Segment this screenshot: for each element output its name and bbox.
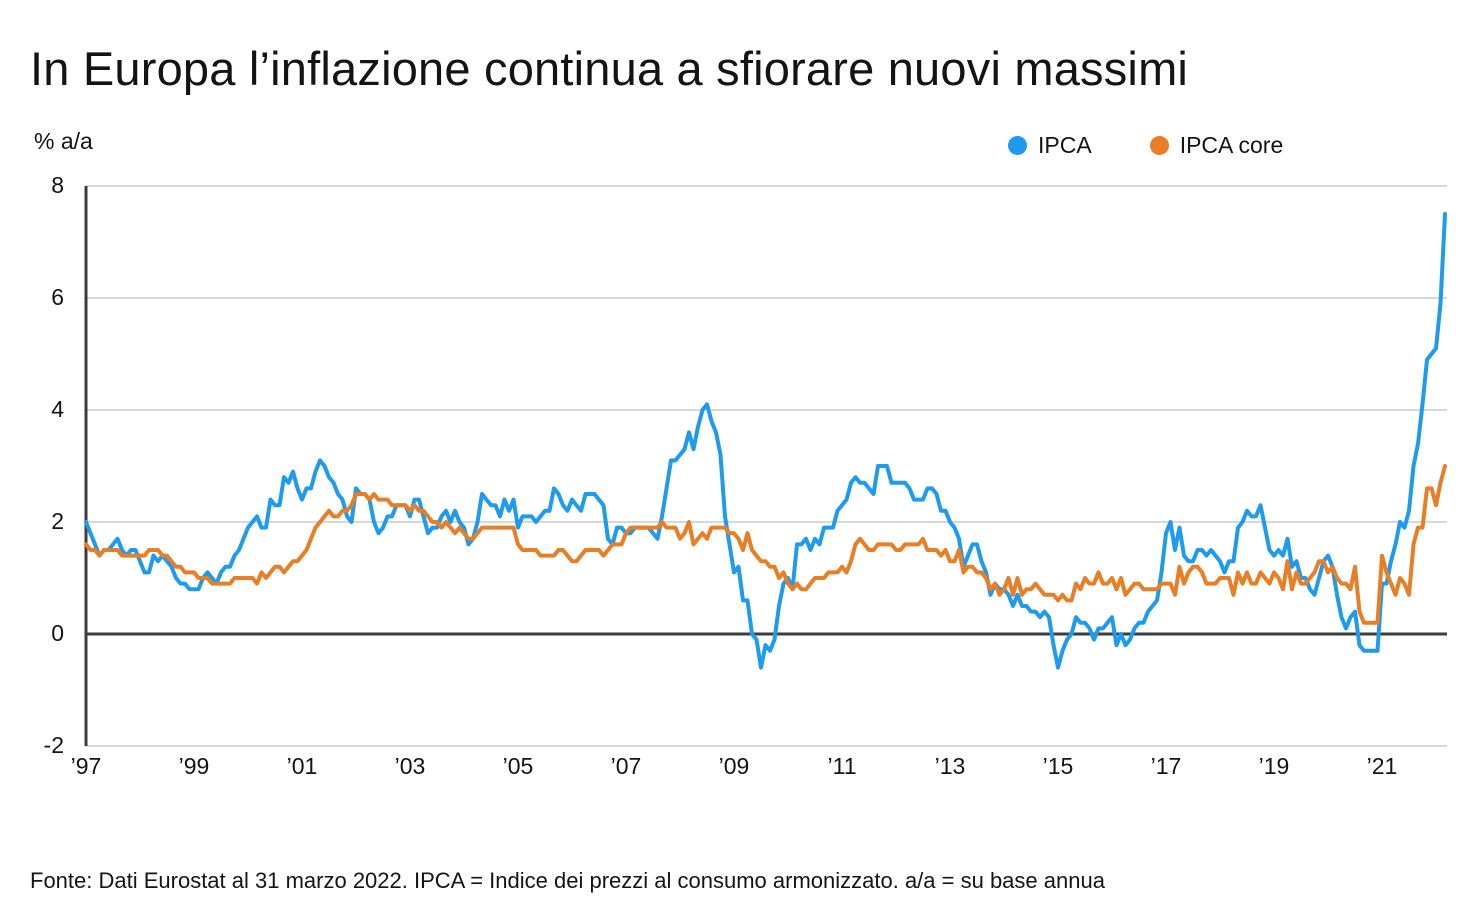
y-tick-label: -2 bbox=[43, 732, 64, 758]
x-tick-label: ’99 bbox=[178, 753, 210, 779]
legend-item-ipca: IPCA bbox=[1008, 132, 1092, 159]
y-tick-label: 0 bbox=[51, 620, 64, 646]
y-tick-label: 8 bbox=[51, 172, 64, 198]
x-tick-label: ’15 bbox=[1042, 753, 1074, 779]
x-tick-label: ’03 bbox=[394, 753, 426, 779]
x-tick-label: ’17 bbox=[1150, 753, 1182, 779]
x-tick-label: ’13 bbox=[934, 753, 966, 779]
y-tick-label: 6 bbox=[51, 284, 64, 310]
y-tick-label: 2 bbox=[51, 508, 64, 534]
x-tick-label: ’05 bbox=[502, 753, 534, 779]
x-tick-label: ’19 bbox=[1258, 753, 1290, 779]
x-tick-label: ’21 bbox=[1366, 753, 1398, 779]
legend-label-ipca: IPCA bbox=[1038, 132, 1092, 158]
x-tick-label: ’97 bbox=[70, 753, 102, 779]
source-note: Fonte: Dati Eurostat al 31 marzo 2022. I… bbox=[30, 868, 1105, 893]
y-axis-unit-label: % a/a bbox=[34, 128, 93, 154]
legend-swatch-ipca-core bbox=[1149, 136, 1169, 155]
x-axis-labels: ’97 ’99 ’01 ’03 ’05 ’07 ’09 ’11 ’13 ’15 ’17 ’19 ’21 bbox=[0, 753, 1482, 783]
legend-item-ipca-core: IPCA core bbox=[1149, 132, 1284, 159]
legend-label-ipca-core: IPCA core bbox=[1179, 132, 1284, 158]
page-title: In Europa l’inflazione continua a sfiora… bbox=[30, 42, 1189, 96]
x-tick-label: ’07 bbox=[610, 753, 642, 779]
legend-swatch-ipca bbox=[1008, 136, 1027, 155]
y-tick-label: 4 bbox=[51, 396, 64, 422]
y-axis-labels: 8 6 4 2 0 -2 bbox=[0, 0, 64, 918]
x-tick-label: ’09 bbox=[718, 753, 750, 779]
x-tick-label: ’01 bbox=[286, 753, 318, 779]
legend: IPCA IPCA core bbox=[1008, 132, 1283, 159]
x-tick-label: ’11 bbox=[827, 753, 857, 779]
